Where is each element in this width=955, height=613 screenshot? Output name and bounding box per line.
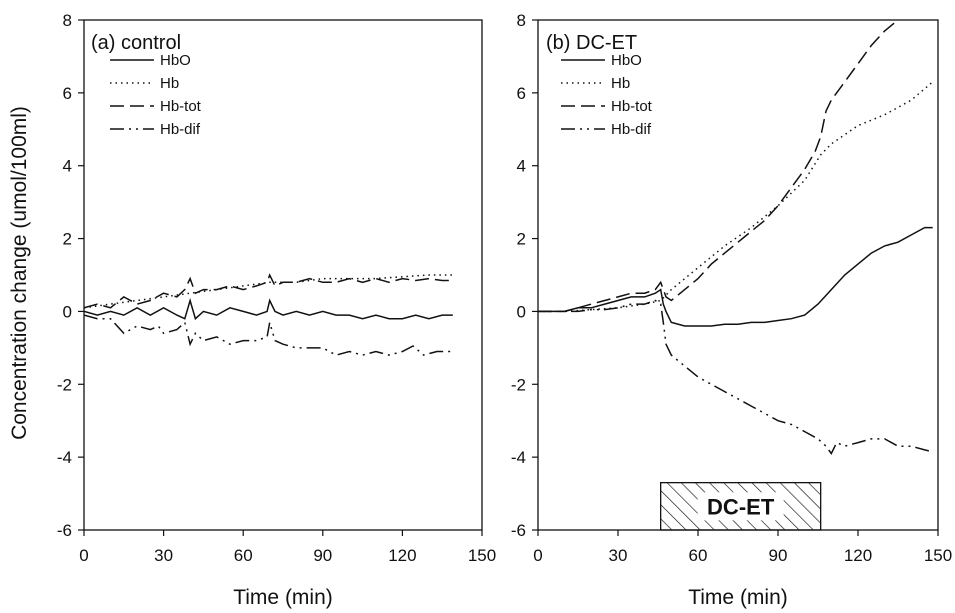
plot-frame: [83, 19, 483, 531]
series-line-hb: [84, 274, 453, 309]
y-tick-label: -4: [511, 448, 526, 467]
series-line-hb-tot: [84, 273, 453, 309]
x-axis-label: Time (min): [688, 586, 788, 609]
series-line-hb: [538, 81, 934, 313]
x-tick-label: 0: [533, 546, 542, 565]
x-tick-label: 120: [388, 546, 416, 565]
legend-label-hb-tot: Hb-tot: [160, 98, 202, 115]
y-tick-label: 8: [517, 11, 526, 30]
stimulus-label: DC-ET: [707, 494, 775, 519]
x-tick-label: 90: [769, 546, 788, 565]
tick-group: 0 30 60 90 120 150 -6 -4 -2 0 2 4 6 8: [57, 11, 496, 565]
y-tick-label: 8: [63, 11, 72, 30]
y-tick-label: 0: [517, 302, 526, 321]
series-line-hb-tot: [538, 20, 899, 313]
legend-label-hbo: HbO: [160, 52, 191, 69]
legend-label-hb: Hb: [611, 75, 630, 92]
y-tick-label: -6: [57, 521, 72, 540]
series-line-hb-dif: [538, 299, 933, 455]
stimulus-bar: DC-ET: [660, 481, 822, 531]
legend-label-hbo: HbO: [611, 52, 642, 69]
stimulus-label-bg: [697, 492, 784, 521]
y-tick-label: -6: [511, 521, 526, 540]
y-tick-label: 6: [63, 84, 72, 103]
x-tick-label: 90: [313, 546, 332, 565]
legend-label-hb-dif: Hb-dif: [160, 121, 201, 138]
y-tick-label: 2: [517, 230, 526, 249]
y-tick-label: -4: [57, 448, 72, 467]
panel-dcet: 0 30 60 90 120 150 -6 -4 -2 0 2 4 6 8 DC-ET (b) DC-ET…: [511, 11, 952, 609]
y-tick-label: 2: [63, 230, 72, 249]
y-tick-label: -2: [57, 375, 72, 394]
y-tick-label: 4: [517, 157, 526, 176]
legend-label-hb-dif: Hb-dif: [611, 121, 652, 138]
x-tick-label: 0: [79, 546, 88, 565]
x-tick-label: 60: [689, 546, 708, 565]
panel-title: (a) control: [91, 32, 181, 54]
legend: HbO Hb Hb-tot Hb-dif: [110, 52, 202, 138]
x-axis-label: Time (min): [233, 586, 333, 609]
panel-control: 0 30 60 90 120 150 -6 -4 -2 0 2 4 6 8 (a) control HbO…: [57, 11, 496, 609]
x-tick-label: 30: [609, 546, 628, 565]
plot-frame: [537, 19, 939, 531]
panel-title: (b) DC-ET: [546, 32, 637, 54]
series-line-hbo: [538, 226, 933, 327]
x-tick-label: 60: [234, 546, 253, 565]
y-tick-label: 4: [63, 157, 72, 176]
x-tick-label: 150: [468, 546, 496, 565]
y-tick-label: 0: [63, 302, 72, 321]
legend-label-hb: Hb: [160, 75, 179, 92]
series-layer: [538, 20, 934, 455]
x-tick-label: 150: [924, 546, 952, 565]
series-line-hbo: [84, 297, 453, 321]
series-layer: [84, 273, 453, 356]
legend: HbO Hb Hb-tot Hb-dif: [561, 52, 653, 138]
x-tick-label: 30: [154, 546, 173, 565]
x-tick-label: 120: [844, 546, 872, 565]
y-tick-label: -2: [511, 375, 526, 394]
legend-label-hb-tot: Hb-tot: [611, 98, 653, 115]
y-axis-label: Concentration change (umol/100ml): [8, 106, 31, 440]
tick-group: 0 30 60 90 120 150 -6 -4 -2 0 2 4 6 8: [511, 11, 952, 565]
series-line-hb-dif: [84, 314, 453, 356]
y-tick-label: 6: [517, 84, 526, 103]
